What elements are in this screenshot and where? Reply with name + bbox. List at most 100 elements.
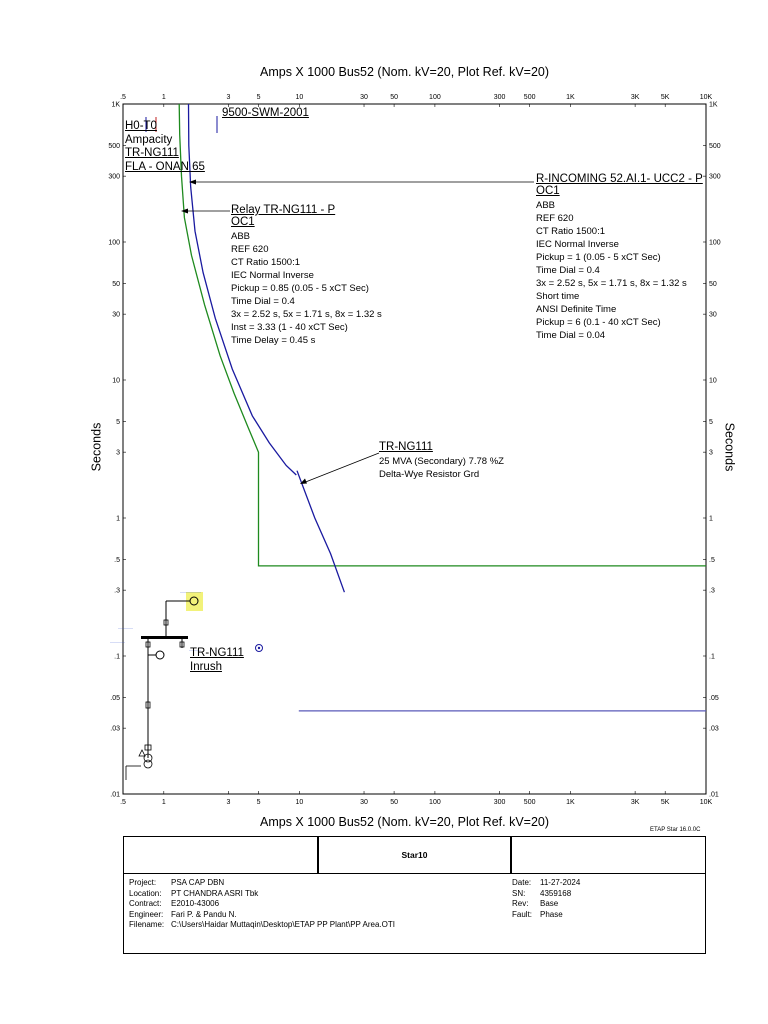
y-tick-label: .1 <box>709 654 715 661</box>
series-curve-1 <box>178 103 706 567</box>
busbar <box>141 636 188 639</box>
info-row: Contract: E2010-43006 <box>129 899 220 908</box>
y-tick-label: 500 <box>108 143 120 150</box>
y-tick-label: .03 <box>110 726 120 733</box>
tcc-chart: .5 .5 1 1 3 3 5 5 10 10 30 30 50 50 100 100 300 300 500 500… <box>108 94 721 806</box>
y-tick-label: 10 <box>112 378 120 385</box>
x-axis-title-bottom: Amps X 1000 Bus52 (Nom. kV=20, Plot Ref.… <box>260 815 550 829</box>
x-tick-label: 3K <box>631 799 640 806</box>
x-tick-label: 500 <box>524 94 536 101</box>
y-tick-label: 1K <box>709 102 718 109</box>
x-tick-label: 10 <box>295 94 303 101</box>
tb-cell-center: Star10 <box>317 837 512 874</box>
y-tick-label: 100 <box>108 240 120 247</box>
relay-annotation: Relay TR-NG111 - P OC1 ABB REF 620 CT Rati… <box>231 204 382 346</box>
sld-label: ――――― <box>118 626 133 630</box>
y-tick-label: 300 <box>709 174 721 181</box>
x-tick-label: 100 <box>429 799 441 806</box>
tb-cell-right <box>510 837 706 874</box>
y-tick-label: 30 <box>709 312 717 319</box>
incoming-annotation: R-INCOMING 52.AI.1- UCC2 - P OC1 ABB REF … <box>536 173 703 341</box>
study-name: Star10 <box>401 850 428 860</box>
info-row: Rev: Base <box>512 899 559 908</box>
y-tick-label: 50 <box>112 281 120 288</box>
info-row: Project: PSA CAP DBN <box>129 878 225 887</box>
y-tick-label: .05 <box>110 695 120 702</box>
inrush-label: TR-NG111 Inrush <box>190 647 244 673</box>
y-tick-label: 30 <box>112 312 120 319</box>
plot-frame <box>122 103 707 795</box>
incoming-arrow <box>189 179 534 185</box>
x-tick-label: 5K <box>661 799 670 806</box>
y-tick-label: 500 <box>709 143 721 150</box>
annotation-line: Inst = 3.33 (1 - 40 xCT Sec) <box>231 322 348 333</box>
breaker-symbol <box>163 619 169 626</box>
y-tick-label: .3 <box>709 588 715 595</box>
y-tick-label: 3 <box>709 450 713 457</box>
y-tick-label: 3 <box>116 450 120 457</box>
series-curve-2 <box>187 103 297 476</box>
x-tick-label: 300 <box>494 799 506 806</box>
annotation-line: Time Dial = 0.4 <box>536 265 600 276</box>
series-curve-4 <box>296 470 346 593</box>
info-row: Engineer: Fari P. & Pandu N. <box>129 909 237 919</box>
x-tick-label: 1 <box>162 799 166 806</box>
x-tick-label: 10K <box>700 799 713 806</box>
x-tick-label: 100 <box>429 94 441 101</box>
annotation-line: 3x = 2.52 s, 5x = 1.71 s, 8x = 1.32 s <box>536 278 687 289</box>
x-tick-label: .5 <box>120 799 126 806</box>
x-tick-label: 300 <box>494 94 506 101</box>
info-row: Filename: C:\Users\Haidar Muttaqin\Deskto… <box>129 920 395 929</box>
x-tick-label: 30 <box>360 799 368 806</box>
y-tick-label: .01 <box>110 792 120 799</box>
y-tick-label: 10 <box>709 378 717 385</box>
x-tick-label: 1K <box>566 799 575 806</box>
x-tick-label: .5 <box>120 94 126 101</box>
y-tick-label: 5 <box>116 419 120 426</box>
annotation-line: Time Delay = 0.45 s <box>231 335 316 346</box>
annotation-line: Delta-Wye Resistor Grd <box>379 469 480 480</box>
y-tick-label: .5 <box>709 557 715 564</box>
x-tick-label: 500 <box>524 799 536 806</box>
x-tick-label: 10K <box>700 94 713 101</box>
y-tick-label: 1K <box>111 102 120 109</box>
annotation-line: Pickup = 6 (0.1 - 40 xCT Sec) <box>536 317 661 328</box>
x-tick-label: 5K <box>661 94 670 101</box>
annotation-line: REF 620 <box>231 244 269 255</box>
y-tick-label: 1 <box>709 516 713 523</box>
annotation-line: CT Ratio 1500:1 <box>231 257 301 268</box>
transformer-annotation: TR-NG111 25 MVA (Secondary) 7.78 %Z Delta… <box>379 441 504 480</box>
sld-label: ――――― <box>110 640 125 644</box>
h0-label: H0-T0 Ampacity TR-NG111 FLA - ONAN 65 <box>125 120 205 173</box>
annotation-line: ABB <box>536 200 556 211</box>
annotation-line: ANSI Definite Time <box>536 304 617 315</box>
info-row: SN: 4359168 <box>512 888 572 898</box>
x-tick-label: 30 <box>360 94 368 101</box>
y-tick-label: .05 <box>709 695 719 702</box>
tb-cell-left <box>124 837 319 874</box>
y-tick-label: 5 <box>709 419 713 426</box>
x-tick-label: 3 <box>227 799 231 806</box>
y-tick-label: .5 <box>114 557 120 564</box>
annotation-line: Time Dial = 0.04 <box>536 330 606 341</box>
annotation-line: ABB <box>231 231 251 242</box>
y-tick-label: .01 <box>709 792 719 799</box>
annotation-line: 3x = 2.52 s, 5x = 1.71 s, 8x = 1.32 s <box>231 309 382 320</box>
relay-symbol-2 <box>155 650 165 660</box>
sld-label: ――――――― <box>180 590 201 594</box>
info-row: Fault: Phase <box>512 909 563 919</box>
annotation-line: IEC Normal Inverse <box>231 270 314 281</box>
x-tick-label: 50 <box>390 94 398 101</box>
annotation-line: Time Dial = 0.4 <box>231 296 295 307</box>
transformer-arrow <box>300 452 380 484</box>
y-tick-label: .3 <box>114 588 120 595</box>
transformer-winding-1 <box>143 753 153 763</box>
y-tick-label: 100 <box>709 240 721 247</box>
version-label: ETAP Star 16.0.0C <box>650 827 701 833</box>
info-row: Location: PT CHANDRA ASRI Tbk <box>129 888 259 898</box>
swm-label: 9500-SWM-2001 <box>222 107 309 119</box>
x-tick-label: 5 <box>257 94 261 101</box>
x-tick-label: 10 <box>295 799 303 806</box>
relay-arrow <box>181 208 230 214</box>
x-tick-label: 5 <box>257 799 261 806</box>
